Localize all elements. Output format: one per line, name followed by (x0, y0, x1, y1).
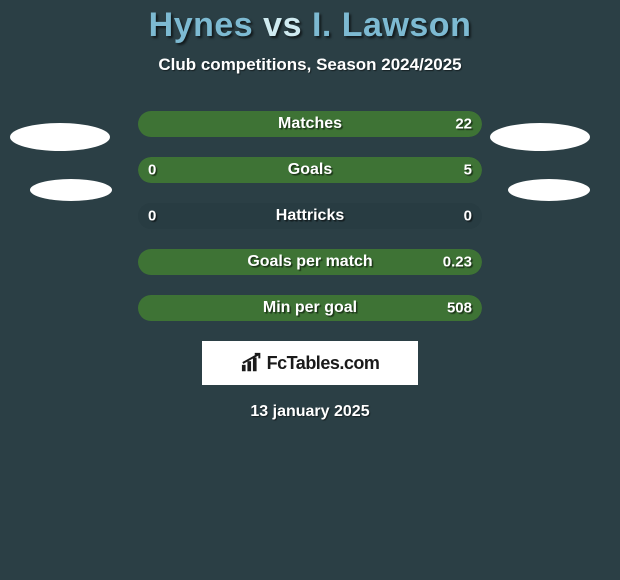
stat-label: Goals per match (247, 253, 372, 271)
stat-value-right: 0 (464, 208, 472, 225)
stat-label: Hattricks (276, 207, 344, 225)
player2-name: I. Lawson (312, 6, 471, 44)
branding: FcTables.com (241, 352, 380, 374)
stat-label: Min per goal (263, 299, 357, 317)
stat-row: Goals per match 0.23 (138, 249, 482, 275)
stat-value-right: 0.23 (443, 254, 472, 271)
stat-value-right: 22 (455, 116, 472, 133)
stat-row: Min per goal 508 (138, 295, 482, 321)
stat-row: Goals 0 5 (138, 157, 482, 183)
bar-chart-icon (241, 352, 263, 374)
branding-text: FcTables.com (267, 353, 380, 374)
branding-box: FcTables.com (202, 341, 418, 385)
stat-row: Hattricks 0 0 (138, 203, 482, 229)
player1-name: Hynes (149, 6, 254, 44)
stat-row: Matches 22 (138, 111, 482, 137)
stat-label: Matches (278, 115, 342, 133)
title-block: Hynes vs I. Lawson (0, 0, 620, 45)
comparison-chart: Matches 22 Goals 0 5 Hattricks 0 0 Goals per mat… (0, 111, 620, 321)
stat-value-left: 0 (148, 208, 156, 225)
subtitle: Club competitions, Season 2024/2025 (0, 55, 620, 75)
stat-value-right: 5 (464, 162, 472, 179)
stat-value-right: 508 (447, 300, 472, 317)
footer-date: 13 january 2025 (0, 403, 620, 421)
vs-separator: vs (263, 6, 302, 44)
stat-label: Goals (288, 161, 332, 179)
main-title: Hynes vs I. Lawson (149, 6, 472, 45)
stat-value-left: 0 (148, 162, 156, 179)
bar-fill-right (200, 157, 482, 183)
